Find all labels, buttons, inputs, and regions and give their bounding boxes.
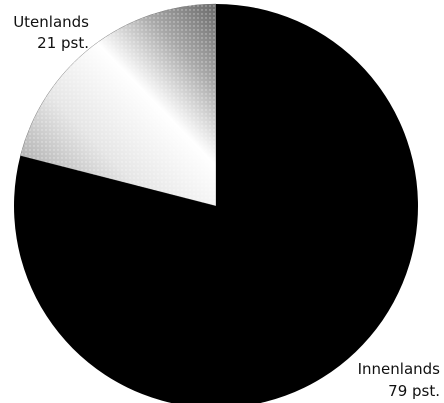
pie-slice-utenlands-texture	[20, 4, 216, 206]
label-innenlands-value: 79 pst.	[388, 382, 440, 400]
label-innenlands-name: Innenlands	[358, 360, 441, 378]
label-utenlands-name: Utenlands	[13, 13, 89, 31]
pie-slice-innenlands	[14, 4, 418, 403]
label-utenlands-value: 21 pst.	[37, 34, 89, 52]
